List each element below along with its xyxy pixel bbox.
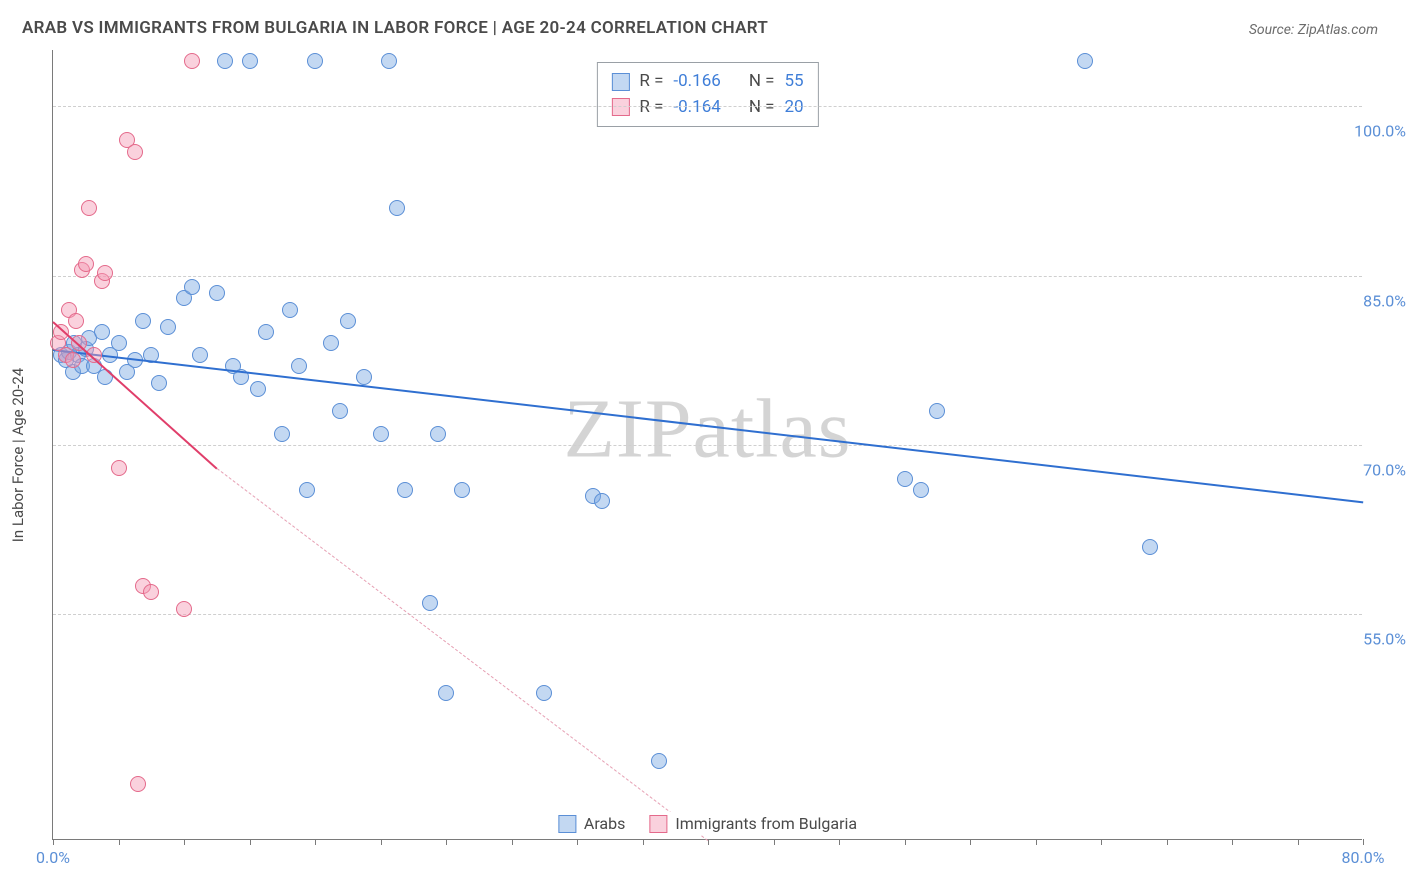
x-tick <box>512 839 513 845</box>
x-tick <box>184 839 185 845</box>
source-attribution: Source: ZipAtlas.com <box>1249 22 1378 38</box>
y-axis-label: In Labor Force | Age 20-24 <box>9 368 27 542</box>
y-tick-label: 70.0% <box>1363 461 1406 480</box>
data-point <box>111 460 127 476</box>
data-point <box>127 144 143 160</box>
data-point <box>307 53 323 69</box>
data-point <box>291 358 307 374</box>
data-point <box>94 324 110 340</box>
x-tick <box>905 839 906 845</box>
x-tick <box>643 839 644 845</box>
data-point <box>373 426 389 442</box>
gridline <box>53 445 1362 446</box>
data-point <box>209 285 225 301</box>
data-point <box>381 53 397 69</box>
y-tick-label: 55.0% <box>1363 630 1406 649</box>
data-point <box>929 403 945 419</box>
trend-line <box>53 349 1363 503</box>
data-point <box>323 335 339 351</box>
data-point <box>1142 539 1158 555</box>
gridline <box>53 106 1362 107</box>
data-point <box>913 482 929 498</box>
data-point <box>151 375 167 391</box>
legend-label: Immigrants from Bulgaria <box>675 814 857 833</box>
data-point <box>397 482 413 498</box>
data-point <box>242 53 258 69</box>
data-point <box>176 601 192 617</box>
data-point <box>143 584 159 600</box>
x-tick <box>119 839 120 845</box>
watermark-bold: ZIP <box>564 382 693 475</box>
x-tick <box>1101 839 1102 845</box>
y-tick-label: 85.0% <box>1363 291 1406 310</box>
x-tick <box>315 839 316 845</box>
data-point <box>250 381 266 397</box>
data-point <box>389 200 405 216</box>
legend-label: Arabs <box>584 814 626 833</box>
data-point <box>438 685 454 701</box>
legend-item: Immigrants from Bulgaria <box>649 814 857 833</box>
trend-line <box>52 321 217 469</box>
x-tick <box>970 839 971 845</box>
x-tick <box>1363 839 1364 845</box>
gridline <box>53 276 1362 277</box>
x-tick <box>446 839 447 845</box>
data-point <box>332 403 348 419</box>
x-tick <box>577 839 578 845</box>
data-point <box>897 471 913 487</box>
x-tick <box>1298 839 1299 845</box>
data-point <box>97 265 113 281</box>
x-tick <box>1167 839 1168 845</box>
data-point <box>111 335 127 351</box>
data-point <box>282 302 298 318</box>
y-tick-label: 100.0% <box>1354 122 1406 141</box>
data-point <box>160 319 176 335</box>
data-point <box>217 53 233 69</box>
x-tick <box>1036 839 1037 845</box>
plot-area: ZIPatlas R =-0.166N =55R =-0.164N =20 Ar… <box>52 50 1362 840</box>
x-tick <box>53 839 54 845</box>
trend-line <box>216 468 708 841</box>
x-tick <box>250 839 251 845</box>
data-point <box>192 347 208 363</box>
chart-title: ARAB VS IMMIGRANTS FROM BULGARIA IN LABO… <box>22 18 768 38</box>
data-point <box>1077 53 1093 69</box>
data-point <box>135 313 151 329</box>
x-tick-label: 0.0% <box>36 848 70 867</box>
watermark-light: atlas <box>693 382 852 475</box>
data-point <box>65 352 81 368</box>
data-point <box>340 313 356 329</box>
data-point <box>68 313 84 329</box>
x-tick-label: 80.0% <box>1342 848 1385 867</box>
data-point <box>422 595 438 611</box>
correlation-stats-box: R =-0.166N =55R =-0.164N =20 <box>596 62 818 127</box>
legend-swatch <box>649 815 667 833</box>
series-legend: Arabs Immigrants from Bulgaria <box>552 812 863 835</box>
series-swatch <box>611 73 629 91</box>
x-tick <box>839 839 840 845</box>
data-point <box>130 776 146 792</box>
data-point <box>454 482 470 498</box>
data-point <box>258 324 274 340</box>
data-point <box>594 493 610 509</box>
data-point <box>78 256 94 272</box>
legend-item: Arabs <box>558 814 626 833</box>
watermark: ZIPatlas <box>564 380 852 477</box>
data-point <box>651 753 667 769</box>
x-tick <box>381 839 382 845</box>
data-point <box>81 200 97 216</box>
legend-swatch <box>558 815 576 833</box>
data-point <box>430 426 446 442</box>
data-point <box>184 279 200 295</box>
x-tick <box>1232 839 1233 845</box>
gridline <box>53 614 1362 615</box>
stats-row: R =-0.166N =55 <box>611 69 803 95</box>
data-point <box>356 369 372 385</box>
data-point <box>274 426 290 442</box>
data-point <box>536 685 552 701</box>
data-point <box>299 482 315 498</box>
x-tick <box>774 839 775 845</box>
data-point <box>184 53 200 69</box>
